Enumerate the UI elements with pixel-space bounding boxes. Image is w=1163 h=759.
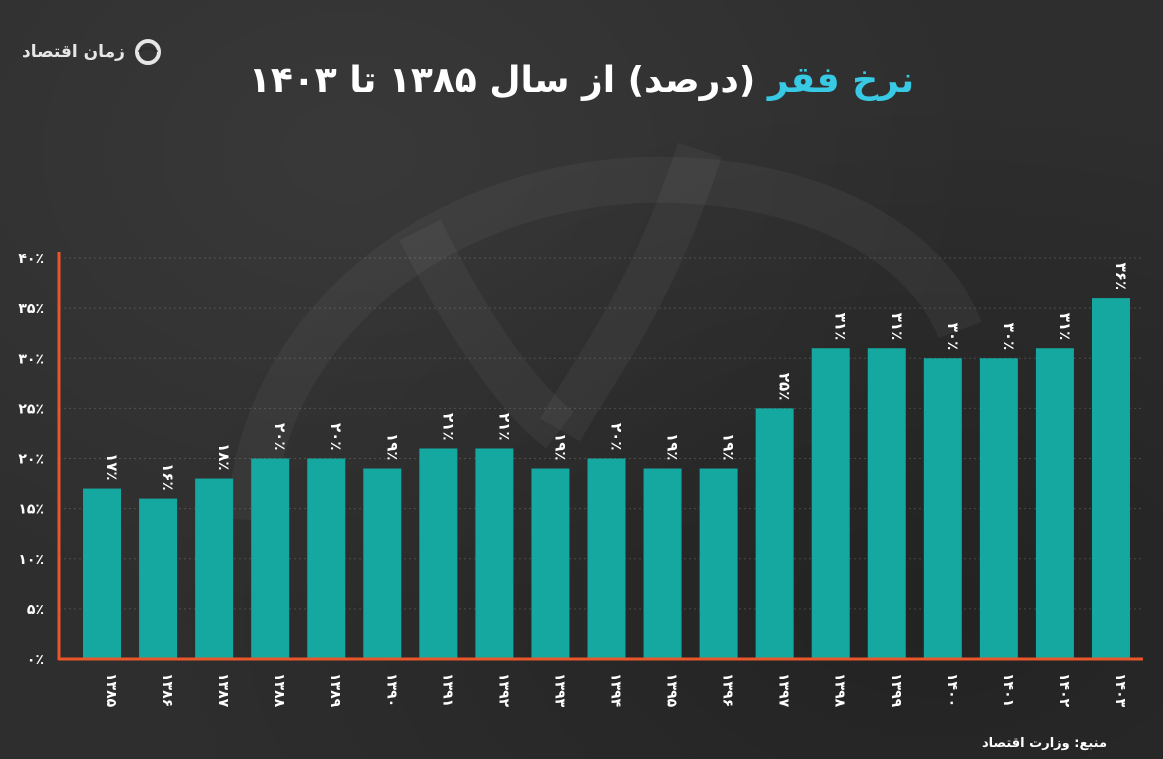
y-tick-label: ۴۰٪ [18,251,44,267]
bar [979,358,1018,659]
bar-value-label: ۱۸٪ [215,443,233,470]
y-tick-label: ۰٪ [27,652,44,668]
bar-value-label: ۳۰٪ [944,323,962,350]
x-tick-label: ۱۳۹۷ [776,673,792,708]
bar-value-label: ۳۱٪ [832,313,850,340]
x-tick-label: ۱۳۹۲ [495,673,511,708]
source-note: منبع: وزارت اقتصاد [982,736,1107,751]
bar [1035,348,1074,659]
bar [587,458,626,659]
y-tick-label: ۲۵٪ [18,401,44,417]
bar-value-label: ۱۹٪ [720,433,738,460]
x-tick-label: ۱۴۰۳ [1112,673,1128,708]
x-tick-label: ۱۴۰۰ [944,673,960,707]
bar-value-label: ۳۶٪ [1112,263,1130,290]
bar [1091,298,1130,659]
y-tick-label: ۲۰٪ [18,452,44,468]
x-tick-label: ۱۳۹۵ [664,673,680,708]
bar-value-label: ۲۱٪ [495,413,513,440]
bar-value-label: ۳۱٪ [1056,313,1074,340]
bar [867,348,906,659]
chart-title-rest: (درصد) از سال ۱۳۸۵ تا ۱۴۰۳ [248,60,768,101]
bar [475,448,514,659]
bar [531,468,570,659]
bar [83,488,122,659]
x-tick-label: ۱۳۹۶ [720,673,736,707]
bar-value-label: ۱۶٪ [159,463,177,490]
x-tick-label: ۱۴۰۱ [1000,673,1016,707]
x-tick-label: ۱۳۹۰ [383,673,399,707]
bar-value-label: ۲۰٪ [271,423,289,450]
y-tick-label: ۳۵٪ [18,301,44,317]
bar [923,358,962,659]
brand: زمان اقتصاد [22,36,163,68]
bar-value-label: ۱۹٪ [664,433,682,460]
x-tick-label: ۱۳۹۹ [888,673,904,708]
y-tick-label: ۱۵٪ [18,502,44,518]
bar-value-label: ۳۰٪ [1000,323,1018,350]
bar [699,468,738,659]
x-tick-label: ۱۳۸۵ [103,673,119,708]
bar [643,468,682,659]
y-tick-label: ۱۰٪ [18,552,44,568]
chart-title-accent: نرخ فقر [767,60,915,101]
y-tick-label: ۵٪ [27,602,44,618]
x-tick-label: ۱۳۹۸ [832,673,848,708]
x-tick-label: ۱۳۹۴ [608,673,624,708]
x-tick-label: ۱۳۹۱ [439,673,455,707]
bar-value-label: ۲۱٪ [439,413,457,440]
bar-value-label: ۱۷٪ [103,453,121,480]
bar [139,498,178,659]
x-tick-label: ۱۳۸۷ [215,673,231,708]
bar [419,448,458,659]
bar [811,348,850,659]
bar [755,408,794,659]
x-tick-label: ۱۳۸۹ [327,673,343,708]
x-tick-label: ۱۳۸۶ [159,673,175,707]
x-tick-label: ۱۳۸۸ [271,673,287,708]
y-tick-label: ۳۰٪ [18,351,44,367]
bar [363,468,402,659]
zaman-eghtesad-logo-icon [133,37,163,67]
bar [195,478,234,659]
chart-title: نرخ فقر (درصد) از سال ۱۳۸۵ تا ۱۴۰۳ [0,60,1163,101]
bar-value-label: ۲۰٪ [327,423,345,450]
x-tick-label: ۱۴۰۲ [1056,673,1072,708]
bar-value-label: ۳۱٪ [888,313,906,340]
x-tick-label: ۱۳۹۳ [551,673,567,708]
bar-value-label: ۱۹٪ [551,433,569,460]
brand-name: زمان اقتصاد [22,42,125,62]
bar [307,458,346,659]
bar-value-label: ۲۵٪ [776,373,794,400]
bar [251,458,290,659]
bar-value-label: ۲۰٪ [608,423,626,450]
bar-value-label: ۱۹٪ [383,433,401,460]
